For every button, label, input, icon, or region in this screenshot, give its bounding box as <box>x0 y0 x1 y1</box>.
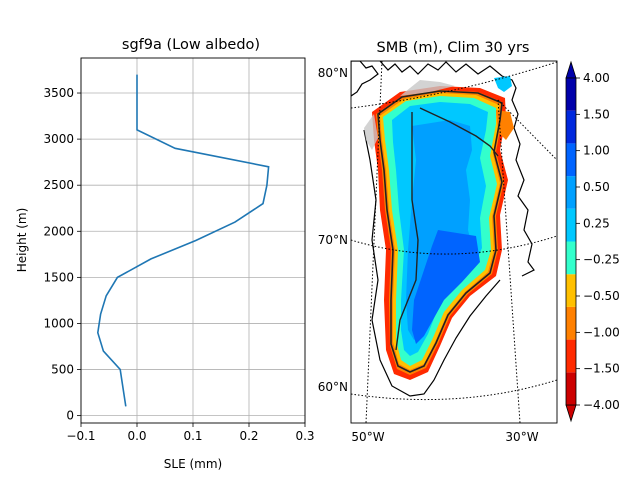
y-tick-label: 1500 <box>43 270 74 284</box>
map-title: SMB (m), Clim 30 yrs <box>376 40 529 56</box>
x-tick-label: 0.1 <box>183 429 202 443</box>
y-tick-label: 2500 <box>43 178 74 192</box>
lat-label-60n: 60°N <box>318 380 348 394</box>
colorbar-tick-label: 4.00 <box>583 71 610 85</box>
colorbar-segment <box>566 372 576 405</box>
colorbar-tick-label: −1.00 <box>583 325 620 339</box>
lon-label-50w: 50°W <box>351 430 384 444</box>
colorbar-segment <box>566 176 576 209</box>
height-sle-plot: sgf9a (Low albedo) −0.1 0.0 0.1 0.2 0.3 0 500 1… <box>15 37 315 471</box>
colorbar-tick-label: −0.25 <box>583 253 620 267</box>
x-tick-label: 0.3 <box>295 429 314 443</box>
graticule-80n <box>351 61 557 109</box>
colorbar-tick-label: −1.50 <box>583 362 620 376</box>
y-tick-label: 0 <box>66 409 74 423</box>
y-tick-label: 3000 <box>43 132 74 146</box>
coastline-outline <box>379 61 535 277</box>
colorbar-tick-label: 1.00 <box>583 144 610 158</box>
colorbar-frame <box>565 77 577 406</box>
colorbar-segment <box>566 78 576 111</box>
colorbar-segment <box>566 241 576 275</box>
lat-label-70n: 70°N <box>318 233 348 247</box>
colorbar-segment <box>566 306 576 340</box>
y-tick-label: 1000 <box>43 316 74 330</box>
graticule-meridian <box>497 99 557 161</box>
equilibrium-line-north <box>419 107 499 157</box>
coastline-canada <box>351 61 379 97</box>
colorbar: −4.00 −1.50 −1.00 −0.50 −0.25 0.25 0.50 1.00 1.5… <box>565 60 620 423</box>
colorbar-extend-max <box>565 60 577 79</box>
graticule-60n <box>351 379 557 401</box>
lon-label-30w: 30°W <box>505 430 538 444</box>
colorbar-segment <box>566 208 576 242</box>
equilibrium-line-west <box>395 112 419 351</box>
axis-ticks: −0.1 0.0 0.1 0.2 0.3 0 500 1000 1500 2000 2500 3000… <box>43 86 314 443</box>
map-frame <box>350 60 558 424</box>
graticule-50w <box>365 61 383 423</box>
x-tick-label: 0.0 <box>127 429 146 443</box>
colorbar-segment <box>566 110 576 144</box>
colorbar-segment <box>566 274 576 307</box>
colorbar-extend-min <box>565 404 577 423</box>
graticule-30w <box>497 99 521 423</box>
colorbar-tick-label: 0.50 <box>583 180 610 194</box>
graticule-70n <box>351 235 557 255</box>
x-axis-label: SLE (mm) <box>164 457 222 471</box>
lat-label-80n: 80°N <box>318 66 348 80</box>
colorbar-tick-label: −4.00 <box>583 398 620 412</box>
y-tick-label: 2000 <box>43 224 74 238</box>
colorbar-segment <box>566 143 576 177</box>
line-chart-title: sgf9a (Low albedo) <box>122 37 260 53</box>
colorbar-tick-label: 1.50 <box>583 107 610 121</box>
grid <box>80 58 306 423</box>
x-tick-label: −0.1 <box>66 429 95 443</box>
colorbar-tick-label: −0.50 <box>583 289 620 303</box>
coastline-west <box>363 129 501 397</box>
y-tick-label: 3500 <box>43 86 74 100</box>
plot-frame <box>80 57 306 424</box>
x-tick-label: 0.2 <box>239 429 258 443</box>
series-line <box>96 74 270 407</box>
smb-map: SMB (m), Clim 30 yrs <box>318 40 558 444</box>
y-tick-label: 500 <box>51 363 74 377</box>
colorbar-tick-label: 0.25 <box>583 216 610 230</box>
colorbar-segment <box>566 339 576 373</box>
y-axis-label: Height (m) <box>15 208 29 273</box>
